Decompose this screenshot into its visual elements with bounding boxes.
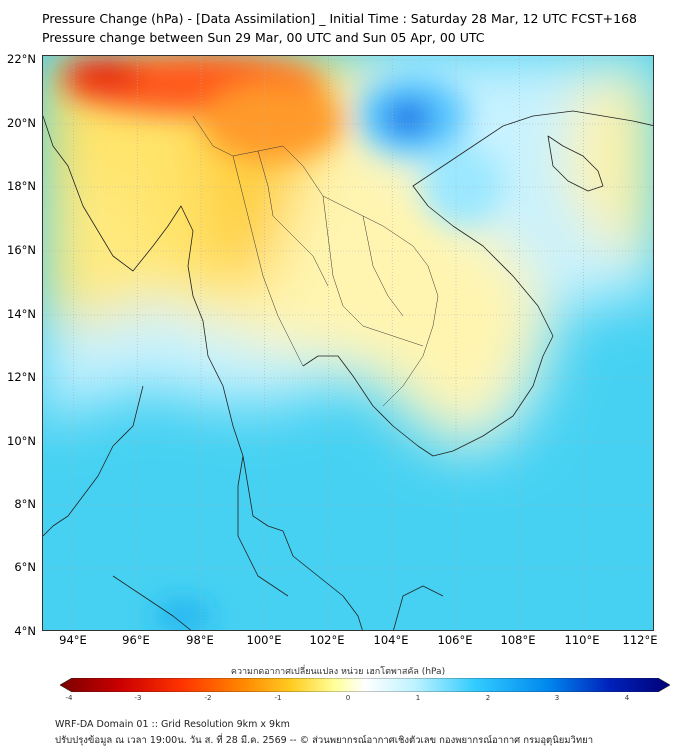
lat-label: 16°N — [7, 243, 36, 257]
lon-label: 104°E — [373, 633, 409, 647]
lon-label: 108°E — [500, 633, 536, 647]
graticule — [43, 56, 653, 630]
colorbar-tick: -2 — [204, 694, 212, 702]
lat-label: 18°N — [7, 179, 36, 193]
footer-credit: ปรับปรุงข้อมูล ณ เวลา 19:00น. วัน ส. ที่… — [55, 735, 594, 746]
lat-label: 22°N — [7, 52, 36, 66]
map-canvas — [43, 56, 653, 630]
footer-model-info: WRF-DA Domain 01 :: Grid Resolution 9km … — [55, 719, 290, 730]
colorbar-title: ความกดอากาศเปลี่ยนแปลง หน่วย เฮกโตพาสคัล… — [230, 667, 446, 677]
colorbar-tick: 0 — [345, 694, 351, 702]
borders — [192, 115, 439, 407]
lat-label: 4°N — [14, 624, 36, 638]
lat-label: 8°N — [14, 497, 36, 511]
lat-label: 14°N — [7, 307, 36, 321]
lon-label: 110°E — [564, 633, 600, 647]
lon-label: 112°E — [622, 633, 658, 647]
lon-label: 98°E — [186, 633, 214, 647]
lat-label: 12°N — [7, 370, 36, 384]
pressure-change-map — [42, 55, 654, 631]
lat-label: 10°N — [7, 434, 36, 448]
colorbar-tick: 2 — [485, 694, 491, 702]
colorbar-tick: 1 — [415, 694, 421, 702]
colorbar-tick: 4 — [624, 694, 630, 702]
colorbar-tick: -4 — [65, 694, 73, 702]
lat-label: 6°N — [14, 560, 36, 574]
lat-label: 20°N — [7, 116, 36, 130]
map-subtitle: Pressure change between Sun 29 Mar, 00 U… — [42, 30, 485, 45]
coastlines — [43, 110, 653, 630]
lon-label: 96°E — [122, 633, 150, 647]
lon-label: 102°E — [309, 633, 345, 647]
lon-label: 100°E — [246, 633, 282, 647]
lon-label: 106°E — [437, 633, 473, 647]
lon-label: 94°E — [59, 633, 87, 647]
colorbar-tick: -3 — [134, 694, 142, 702]
colorbar-tick: -1 — [274, 694, 282, 702]
colorbar — [60, 678, 670, 692]
colorbar-tick: 3 — [554, 694, 560, 702]
map-title: Pressure Change (hPa) - [Data Assimilati… — [42, 11, 637, 26]
